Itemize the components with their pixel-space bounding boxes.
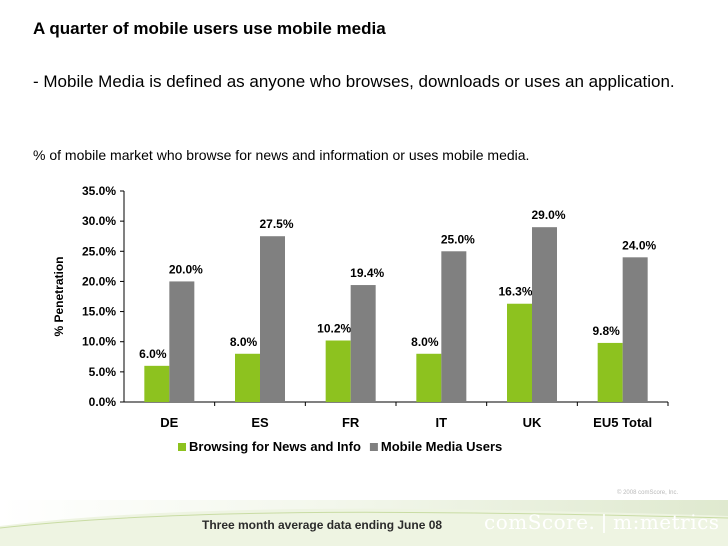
- brand-comscore: comScore.: [484, 510, 596, 534]
- data-label: 6.0%: [139, 347, 167, 361]
- copyright-text: © 2008 comScore, Inc.: [617, 490, 679, 496]
- y-tick-label: 35.0%: [82, 184, 116, 198]
- bar-mobile-media: [441, 251, 467, 402]
- slide-subtitle: - Mobile Media is defined as anyone who …: [33, 72, 675, 91]
- bar-browsing: [325, 340, 351, 402]
- bar-browsing: [597, 342, 623, 402]
- slide-title: A quarter of mobile users use mobile med…: [33, 19, 386, 38]
- legend-swatch: [178, 443, 186, 451]
- data-label: 24.0%: [622, 238, 656, 252]
- bar-browsing: [144, 365, 170, 402]
- y-tick-label: 5.0%: [89, 365, 117, 379]
- data-label: 19.4%: [350, 266, 384, 280]
- y-tick-label: 10.0%: [82, 335, 116, 349]
- x-tick-label: IT: [436, 415, 448, 430]
- y-tick-label: 20.0%: [82, 274, 116, 288]
- x-tick-label: DE: [160, 415, 178, 430]
- data-label: 16.3%: [498, 285, 532, 299]
- legend-swatch: [369, 443, 378, 451]
- y-tick-label: 30.0%: [82, 214, 116, 228]
- bar-browsing: [416, 353, 442, 402]
- data-label: 27.5%: [259, 217, 293, 231]
- data-label: 9.8%: [592, 324, 620, 338]
- data-label: 25.0%: [441, 232, 475, 246]
- brand-separator: |: [601, 512, 608, 534]
- bar-mobile-media: [169, 281, 195, 402]
- footer-swoosh: [0, 508, 728, 546]
- y-tick-label: 0.0%: [89, 395, 117, 409]
- footer-note: Three month average data ending June 08: [202, 518, 443, 532]
- brand-mmetrics: m:metrics: [613, 510, 720, 534]
- bar-mobile-media: [622, 257, 648, 402]
- bar-browsing: [507, 303, 532, 402]
- bar-mobile-media: [260, 236, 285, 402]
- bar-mobile-media: [532, 227, 557, 402]
- brand-logo: comScore. | m:metrics: [484, 510, 720, 535]
- legend-label: Browsing for News and Info: [189, 439, 361, 454]
- data-label: 8.0%: [230, 335, 258, 349]
- data-label: 29.0%: [531, 208, 565, 222]
- y-tick-label: 25.0%: [82, 244, 116, 258]
- legend-label: Mobile Media Users: [381, 439, 502, 454]
- x-tick-label: UK: [523, 415, 542, 430]
- chart-caption: % of mobile market who browse for news a…: [33, 147, 530, 163]
- y-tick-label: 15.0%: [82, 305, 116, 319]
- data-label: 8.0%: [411, 335, 439, 349]
- data-label: 10.2%: [317, 322, 351, 336]
- x-tick-label: ES: [251, 415, 269, 430]
- x-tick-label: EU5 Total: [593, 415, 652, 430]
- bar-browsing: [235, 353, 260, 402]
- bar-chart: 0.0% 5.0% 10.0% 15.0% 20.0% 25.0% 30.0% 35.0% % …: [52, 184, 669, 454]
- bar-mobile-media: [350, 285, 376, 402]
- y-axis-title: % Penetration: [52, 256, 66, 336]
- data-label: 20.0%: [169, 262, 203, 276]
- x-tick-label: FR: [342, 415, 360, 430]
